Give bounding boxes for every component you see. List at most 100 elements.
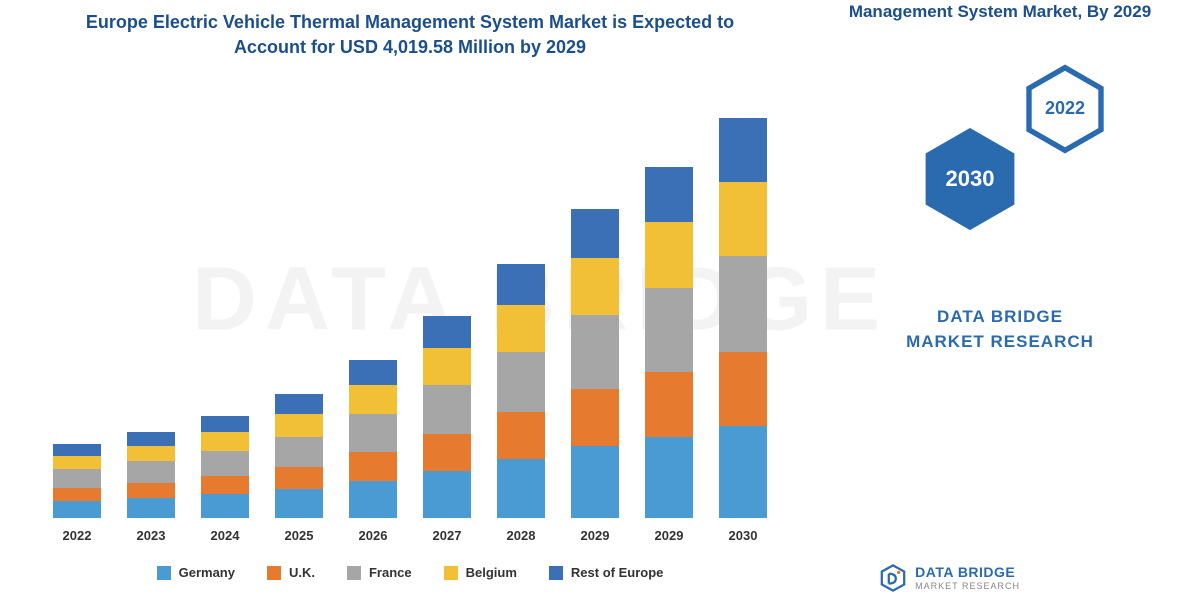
- bar-group: 2024: [194, 416, 256, 543]
- right-panel: Management System Market, By 2029 202220…: [810, 0, 1200, 600]
- bar-segment: [423, 348, 471, 385]
- chart-title: Europe Electric Vehicle Thermal Manageme…: [30, 10, 790, 60]
- bar-segment: [127, 483, 175, 498]
- hexagon-badge: 2022: [1020, 64, 1110, 154]
- chart-plot-area: 2022202320242025202620272028202920292030: [30, 80, 790, 543]
- bar-segment: [571, 209, 619, 258]
- right-panel-title: Management System Market, By 2029: [849, 0, 1151, 24]
- bar-segment: [497, 305, 545, 352]
- bar-segment: [571, 258, 619, 315]
- legend-item: Belgium: [444, 565, 517, 580]
- bar-segment: [497, 264, 545, 304]
- bar-group: 2023: [120, 432, 182, 543]
- bar-segment: [53, 501, 101, 518]
- bar-stack: [571, 209, 619, 518]
- x-axis-label: 2025: [285, 528, 314, 543]
- legend-label: Belgium: [466, 565, 517, 580]
- x-axis-label: 2029: [581, 528, 610, 543]
- legend-item: France: [347, 565, 412, 580]
- bar-group: 2026: [342, 360, 404, 543]
- x-axis-label: 2026: [359, 528, 388, 543]
- x-axis-label: 2022: [63, 528, 92, 543]
- bar-segment: [349, 481, 397, 518]
- bar-segment: [201, 494, 249, 518]
- bar-group: 2025: [268, 394, 330, 543]
- bar-segment: [645, 288, 693, 372]
- bar-segment: [349, 414, 397, 453]
- bar-stack: [53, 444, 101, 518]
- bar-segment: [275, 414, 323, 437]
- bar-group: 2030: [712, 118, 774, 543]
- brand-line1: DATA BRIDGE: [906, 304, 1094, 330]
- bar-segment: [719, 426, 767, 518]
- x-axis-label: 2024: [211, 528, 240, 543]
- bar-group: 2027: [416, 316, 478, 543]
- bar-segment: [571, 446, 619, 518]
- bar-segment: [497, 352, 545, 413]
- x-axis-label: 2028: [507, 528, 536, 543]
- bar-segment: [53, 488, 101, 501]
- bar-segment: [423, 385, 471, 434]
- bar-segment: [571, 315, 619, 389]
- brand-label: DATA BRIDGE MARKET RESEARCH: [906, 304, 1094, 355]
- legend-swatch: [347, 566, 361, 580]
- bar-segment: [201, 416, 249, 432]
- legend-label: Rest of Europe: [571, 565, 663, 580]
- bar-group: 2029: [564, 209, 626, 543]
- legend-swatch: [267, 566, 281, 580]
- bar-segment: [645, 167, 693, 222]
- bar-segment: [497, 412, 545, 459]
- bar-segment: [127, 498, 175, 518]
- bar-stack: [275, 394, 323, 518]
- main-container: Europe Electric Vehicle Thermal Manageme…: [0, 0, 1200, 600]
- legend-item: U.K.: [267, 565, 315, 580]
- bar-segment: [53, 444, 101, 456]
- bar-segment: [53, 456, 101, 469]
- bar-group: 2028: [490, 264, 552, 543]
- bar-segment: [275, 467, 323, 490]
- bar-segment: [275, 394, 323, 414]
- bar-segment: [127, 461, 175, 483]
- bar-segment: [275, 437, 323, 467]
- bar-segment: [349, 452, 397, 481]
- legend-swatch: [444, 566, 458, 580]
- legend-label: Germany: [179, 565, 235, 580]
- hexagon-graphic: 2022 2030: [870, 64, 1130, 264]
- bar-segment: [423, 471, 471, 518]
- bar-segment: [201, 451, 249, 476]
- bar-stack: [719, 118, 767, 518]
- bar-stack: [127, 432, 175, 518]
- legend-label: U.K.: [289, 565, 315, 580]
- bar-segment: [645, 437, 693, 518]
- bar-stack: [645, 167, 693, 518]
- legend-item: Germany: [157, 565, 235, 580]
- bar-stack: [497, 264, 545, 518]
- hexagon-badge: 2030: [910, 119, 1030, 239]
- bar-segment: [349, 385, 397, 414]
- hexagon-label: 2030: [946, 166, 995, 192]
- bar-segment: [719, 256, 767, 352]
- bar-stack: [201, 416, 249, 518]
- legend-swatch: [157, 566, 171, 580]
- bar-stack: [349, 360, 397, 518]
- bar-segment: [127, 432, 175, 445]
- bar-segment: [719, 352, 767, 426]
- bar-group: 2022: [46, 444, 108, 543]
- legend-item: Rest of Europe: [549, 565, 663, 580]
- legend-swatch: [549, 566, 563, 580]
- bar-segment: [275, 489, 323, 518]
- bar-segment: [423, 434, 471, 471]
- x-axis-label: 2030: [729, 528, 758, 543]
- hexagon-label: 2022: [1045, 98, 1085, 119]
- bar-segment: [571, 389, 619, 446]
- bar-segment: [497, 459, 545, 518]
- x-axis-label: 2027: [433, 528, 462, 543]
- bar-segment: [201, 476, 249, 494]
- bar-segment: [645, 222, 693, 288]
- legend-label: France: [369, 565, 412, 580]
- bar-segment: [201, 432, 249, 450]
- x-axis-label: 2023: [137, 528, 166, 543]
- chart-panel: Europe Electric Vehicle Thermal Manageme…: [0, 0, 810, 600]
- bar-stack: [423, 316, 471, 518]
- bar-segment: [127, 446, 175, 461]
